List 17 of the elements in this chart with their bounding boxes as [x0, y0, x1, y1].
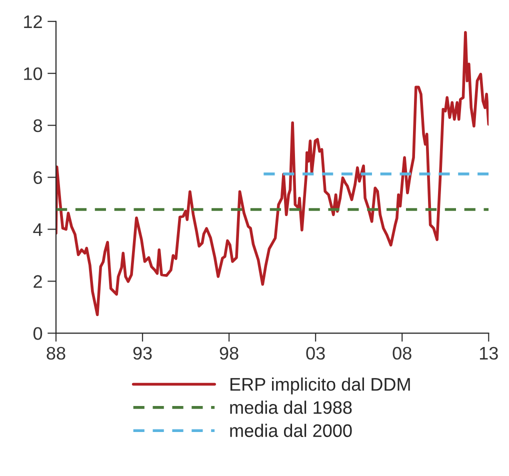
x-tick-label: 03	[306, 346, 325, 360]
y-tick-label: 0	[33, 327, 42, 340]
y-tick-label: 4	[33, 223, 42, 236]
x-tick-label: 08	[392, 346, 412, 360]
y-tick-label: 12	[24, 15, 42, 28]
legend-label: media dal 2000	[230, 424, 352, 438]
line-series	[56, 30, 489, 316]
legend-label: ERP implicito dal DDM	[230, 378, 410, 394]
y-tick-label: 6	[34, 171, 42, 184]
x-tick-label: 93	[133, 346, 152, 360]
x-tick-label: 88	[46, 346, 66, 360]
y-tick-label: 10	[24, 67, 42, 80]
x-tick-label: 13	[480, 346, 498, 360]
legend-label: media dal 1988	[230, 400, 352, 414]
y-tick-label: 2	[34, 275, 42, 288]
y-tick-label: 8	[34, 119, 42, 132]
x-tick-label: 98	[220, 346, 238, 360]
